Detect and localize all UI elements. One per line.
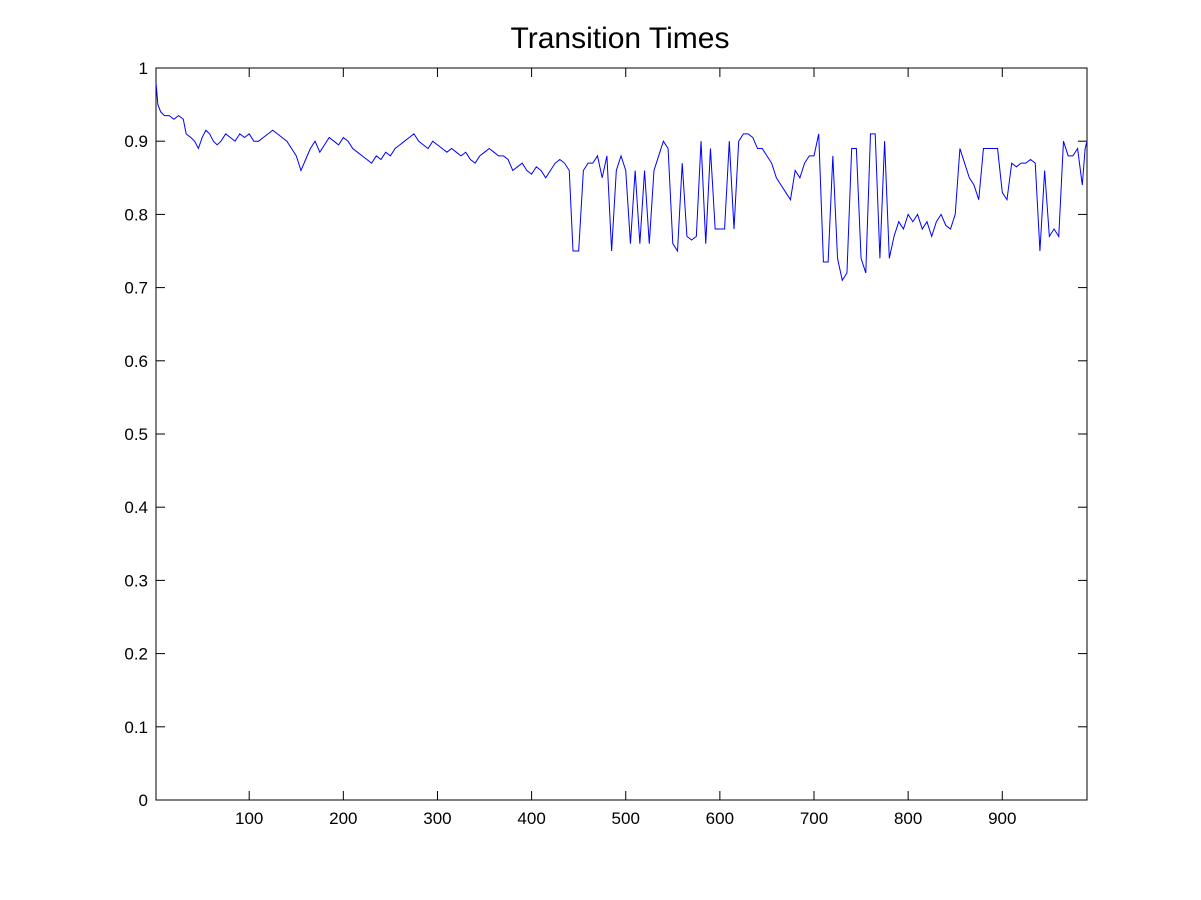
x-tick-label: 600 xyxy=(706,809,734,828)
y-tick-label: 0.3 xyxy=(124,571,148,590)
x-tick-label: 900 xyxy=(988,809,1016,828)
y-tick-label: 0.6 xyxy=(124,352,148,371)
x-tick-label: 400 xyxy=(517,809,545,828)
x-tick-label: 300 xyxy=(423,809,451,828)
chart-title: Transition Times xyxy=(511,22,730,55)
y-tick-label: 0.9 xyxy=(124,132,148,151)
y-tick-label: 0 xyxy=(139,791,148,810)
series-line-1 xyxy=(155,82,1088,282)
x-tick-label: 500 xyxy=(612,809,640,828)
y-tick-label: 0.5 xyxy=(124,425,148,444)
y-tick-label: 0.4 xyxy=(124,498,148,517)
x-tick-label: 100 xyxy=(235,809,263,828)
x-tick-label: 700 xyxy=(800,809,828,828)
x-tick-label: 800 xyxy=(894,809,922,828)
y-tick-label: 0.8 xyxy=(124,205,148,224)
x-tick-label: 200 xyxy=(329,809,357,828)
y-tick-label: 0.7 xyxy=(124,279,148,298)
y-tick-label: 1 xyxy=(139,59,148,78)
y-tick-label: 0.2 xyxy=(124,645,148,664)
y-tick-label: 0.1 xyxy=(124,718,148,737)
plot-area: 100 200 300 400 500 600 700 800 900 0 0.1 0.2 0.3 0.4… xyxy=(124,59,1088,828)
